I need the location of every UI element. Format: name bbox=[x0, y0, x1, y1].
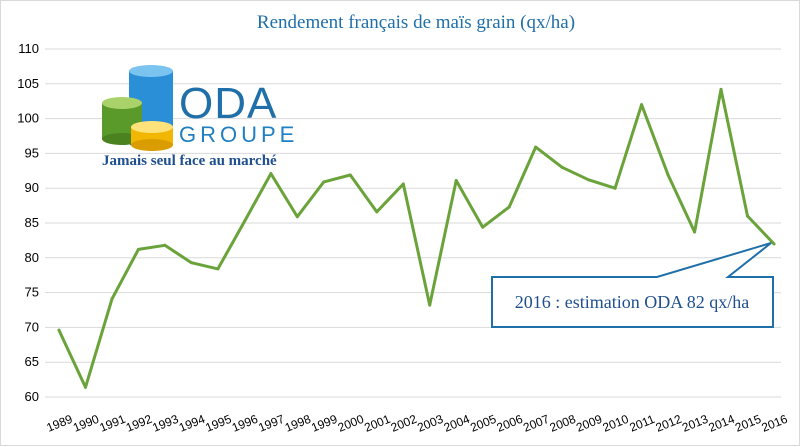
data-point-2009 bbox=[587, 178, 591, 182]
logo-subname: GROUPE bbox=[179, 122, 298, 147]
y-tick-label: 110 bbox=[18, 41, 39, 56]
y-tick-label: 100 bbox=[17, 111, 39, 126]
x-tick-label: 2009 bbox=[574, 412, 604, 435]
x-tick-label: 1995 bbox=[203, 412, 233, 435]
data-point-2016 bbox=[772, 242, 776, 246]
data-point-2010 bbox=[613, 186, 617, 190]
logo-name: ODA bbox=[179, 79, 277, 128]
x-tick-label: 1992 bbox=[124, 412, 154, 435]
logo-cylinders-icon bbox=[102, 65, 173, 151]
x-tick-label: 1998 bbox=[283, 412, 313, 435]
x-tick-label: 2014 bbox=[707, 412, 737, 435]
data-point-1996 bbox=[242, 220, 246, 224]
series-group bbox=[57, 87, 776, 389]
x-tick-label: 2001 bbox=[362, 412, 392, 435]
data-point-2011 bbox=[640, 103, 644, 107]
data-point-2008 bbox=[560, 165, 564, 169]
x-tick-label: 2012 bbox=[654, 412, 684, 435]
x-tick-label: 1990 bbox=[71, 412, 101, 435]
x-tick-label: 2011 bbox=[628, 412, 657, 435]
x-tick-label: 2002 bbox=[389, 412, 419, 435]
data-point-2014 bbox=[719, 87, 723, 91]
chart-title: Rendement français de maïs grain (qx/ha) bbox=[257, 12, 575, 33]
callout-text: 2016 : estimation ODA 82 qx/ha bbox=[515, 292, 749, 312]
x-tick-label: 1997 bbox=[256, 412, 286, 435]
data-point-2000 bbox=[348, 173, 352, 177]
data-point-1990 bbox=[83, 385, 87, 389]
y-tick-label: 80 bbox=[25, 250, 39, 265]
x-tick-label: 2008 bbox=[548, 412, 578, 435]
callout-box bbox=[491, 242, 774, 328]
data-point-2004 bbox=[454, 179, 458, 183]
data-point-2007 bbox=[534, 145, 538, 149]
data-point-2012 bbox=[666, 173, 670, 177]
logo-tagline: Jamais seul face au marché bbox=[102, 153, 277, 169]
estimate-callout: 2016 : estimation ODA 82 qx/ha bbox=[491, 242, 774, 328]
data-point-1993 bbox=[163, 243, 167, 247]
x-tick-label: 2016 bbox=[760, 412, 790, 435]
data-point-2015 bbox=[746, 214, 750, 218]
y-tick-label: 85 bbox=[25, 215, 39, 230]
data-point-1998 bbox=[295, 215, 299, 219]
data-point-1999 bbox=[322, 180, 326, 184]
y-tick-label: 105 bbox=[17, 76, 39, 91]
data-point-1997 bbox=[269, 172, 273, 176]
data-point-2006 bbox=[507, 205, 511, 209]
y-tick-label: 90 bbox=[25, 180, 39, 195]
y-tick-label: 65 bbox=[25, 354, 39, 369]
y-axis-ticks: 60 65 70 75 80 85 90 95 100 105 110 bbox=[17, 41, 39, 404]
x-tick-label: 2015 bbox=[733, 412, 763, 435]
data-point-1991 bbox=[110, 297, 114, 301]
y-tick-label: 75 bbox=[25, 285, 39, 300]
x-tick-label: 1991 bbox=[97, 412, 127, 435]
x-tick-label: 1993 bbox=[150, 412, 180, 435]
x-tick-label: 1999 bbox=[309, 412, 339, 435]
x-tick-label: 1989 bbox=[44, 412, 74, 435]
x-tick-label: 2000 bbox=[336, 412, 366, 435]
x-axis-ticks: 1989199019911992199319941995199619971998… bbox=[44, 412, 789, 435]
data-point-2001 bbox=[375, 210, 379, 214]
data-point-2005 bbox=[481, 225, 485, 229]
data-point-2002 bbox=[401, 182, 405, 186]
data-point-2003 bbox=[428, 303, 432, 307]
series-line bbox=[57, 87, 776, 389]
x-tick-label: 2010 bbox=[601, 412, 631, 435]
data-point-1992 bbox=[136, 247, 140, 251]
oda-logo: ODA GROUPE Jamais seul face au marché bbox=[102, 65, 298, 169]
data-point-1994 bbox=[189, 261, 193, 265]
data-point-1989 bbox=[57, 328, 61, 332]
x-tick-label: 2007 bbox=[521, 412, 551, 435]
x-tick-label: 2003 bbox=[415, 412, 445, 435]
y-tick-label: 95 bbox=[25, 145, 39, 160]
x-tick-label: 1994 bbox=[177, 412, 207, 435]
y-tick-label: 60 bbox=[25, 389, 39, 404]
x-tick-label: 2005 bbox=[468, 412, 498, 435]
data-point-1995 bbox=[216, 267, 220, 271]
x-tick-label: 1996 bbox=[230, 412, 260, 435]
y-tick-label: 70 bbox=[25, 319, 39, 334]
data-point-2013 bbox=[693, 230, 697, 234]
x-tick-label: 2006 bbox=[495, 412, 525, 435]
x-tick-label: 2004 bbox=[442, 412, 472, 435]
x-tick-label: 2013 bbox=[680, 412, 710, 435]
